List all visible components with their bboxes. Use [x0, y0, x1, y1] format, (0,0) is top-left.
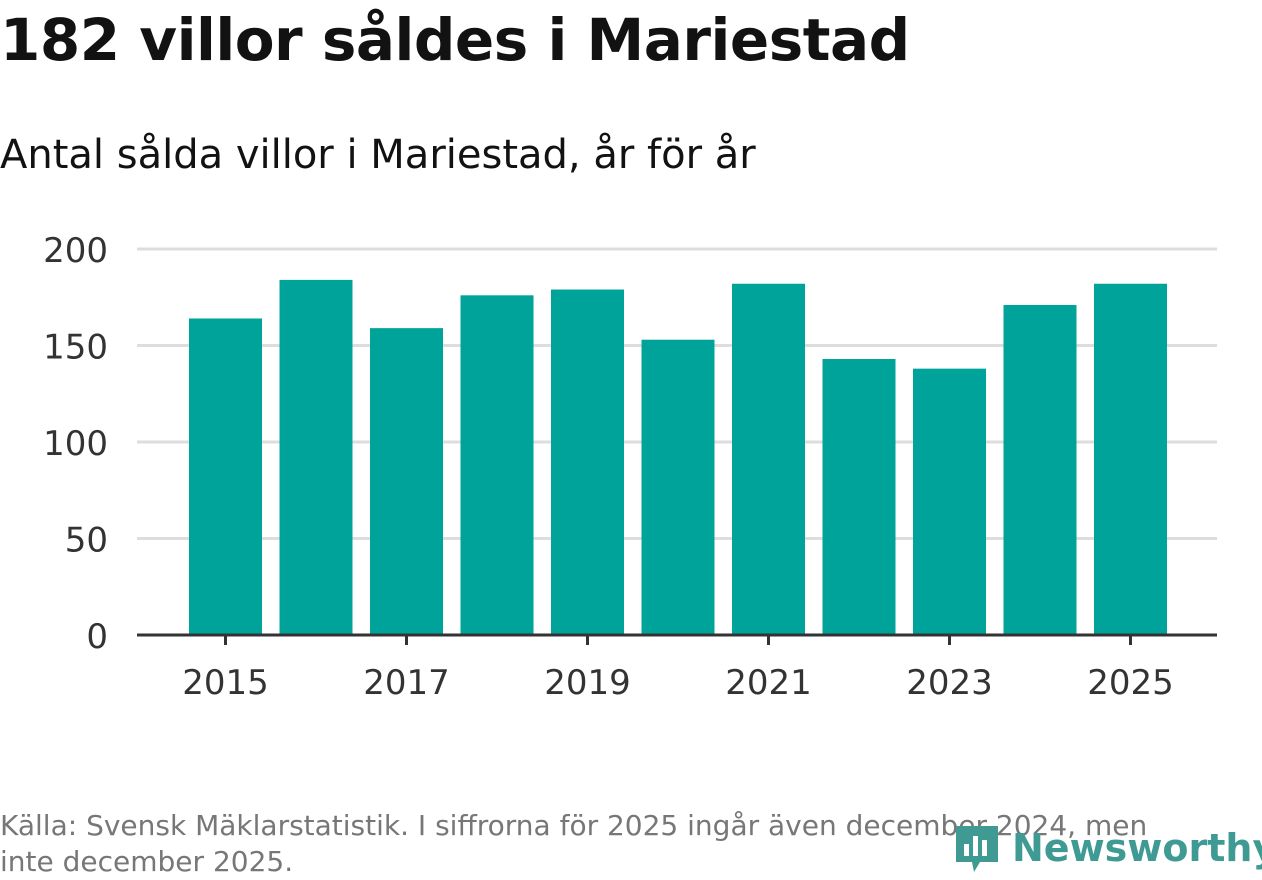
bar-2023: [913, 368, 986, 635]
bar-chart: 0 50 100 150 200 2015 2017 2019 2021 2023 2025: [43, 231, 1217, 700]
bar-2022: [822, 359, 896, 635]
y-tick-label: 50: [65, 521, 108, 561]
y-tick-label: 0: [86, 617, 108, 657]
y-tick-label: 150: [43, 328, 108, 368]
bar-2018: [460, 295, 534, 635]
chart-title: 182 villor såldes i Mariestad: [0, 6, 910, 74]
bar-2021: [732, 283, 805, 635]
bar-2015: [189, 318, 262, 635]
chart-subtitle: Antal sålda villor i Mariestad, år för å…: [0, 132, 756, 178]
bar-2025: [1094, 283, 1167, 635]
x-tick-label: 2025: [1087, 663, 1174, 700]
newsworthy-logo-text: Newsworthy: [1012, 826, 1262, 870]
bar-2016: [279, 279, 353, 635]
bar-2019: [551, 289, 624, 635]
x-axis: 2015 2017 2019 2021 2023 2025: [137, 633, 1217, 700]
x-tick-label: 2021: [725, 663, 812, 700]
x-tick-label: 2015: [182, 663, 269, 700]
bar-2024: [1003, 304, 1077, 635]
x-tick-label: 2017: [363, 663, 450, 700]
newsworthy-logo: Newsworthy: [952, 820, 1262, 876]
x-tick-label: 2023: [906, 663, 993, 700]
bar-2017: [370, 328, 443, 635]
newsworthy-logo-icon: [956, 826, 998, 872]
y-axis-ticks: 0 50 100 150 200: [43, 231, 108, 657]
y-tick-label: 200: [43, 231, 108, 271]
bars: [189, 279, 1167, 635]
x-tick-label: 2019: [544, 663, 631, 700]
bar-2020: [641, 339, 715, 635]
y-tick-label: 100: [43, 424, 108, 464]
